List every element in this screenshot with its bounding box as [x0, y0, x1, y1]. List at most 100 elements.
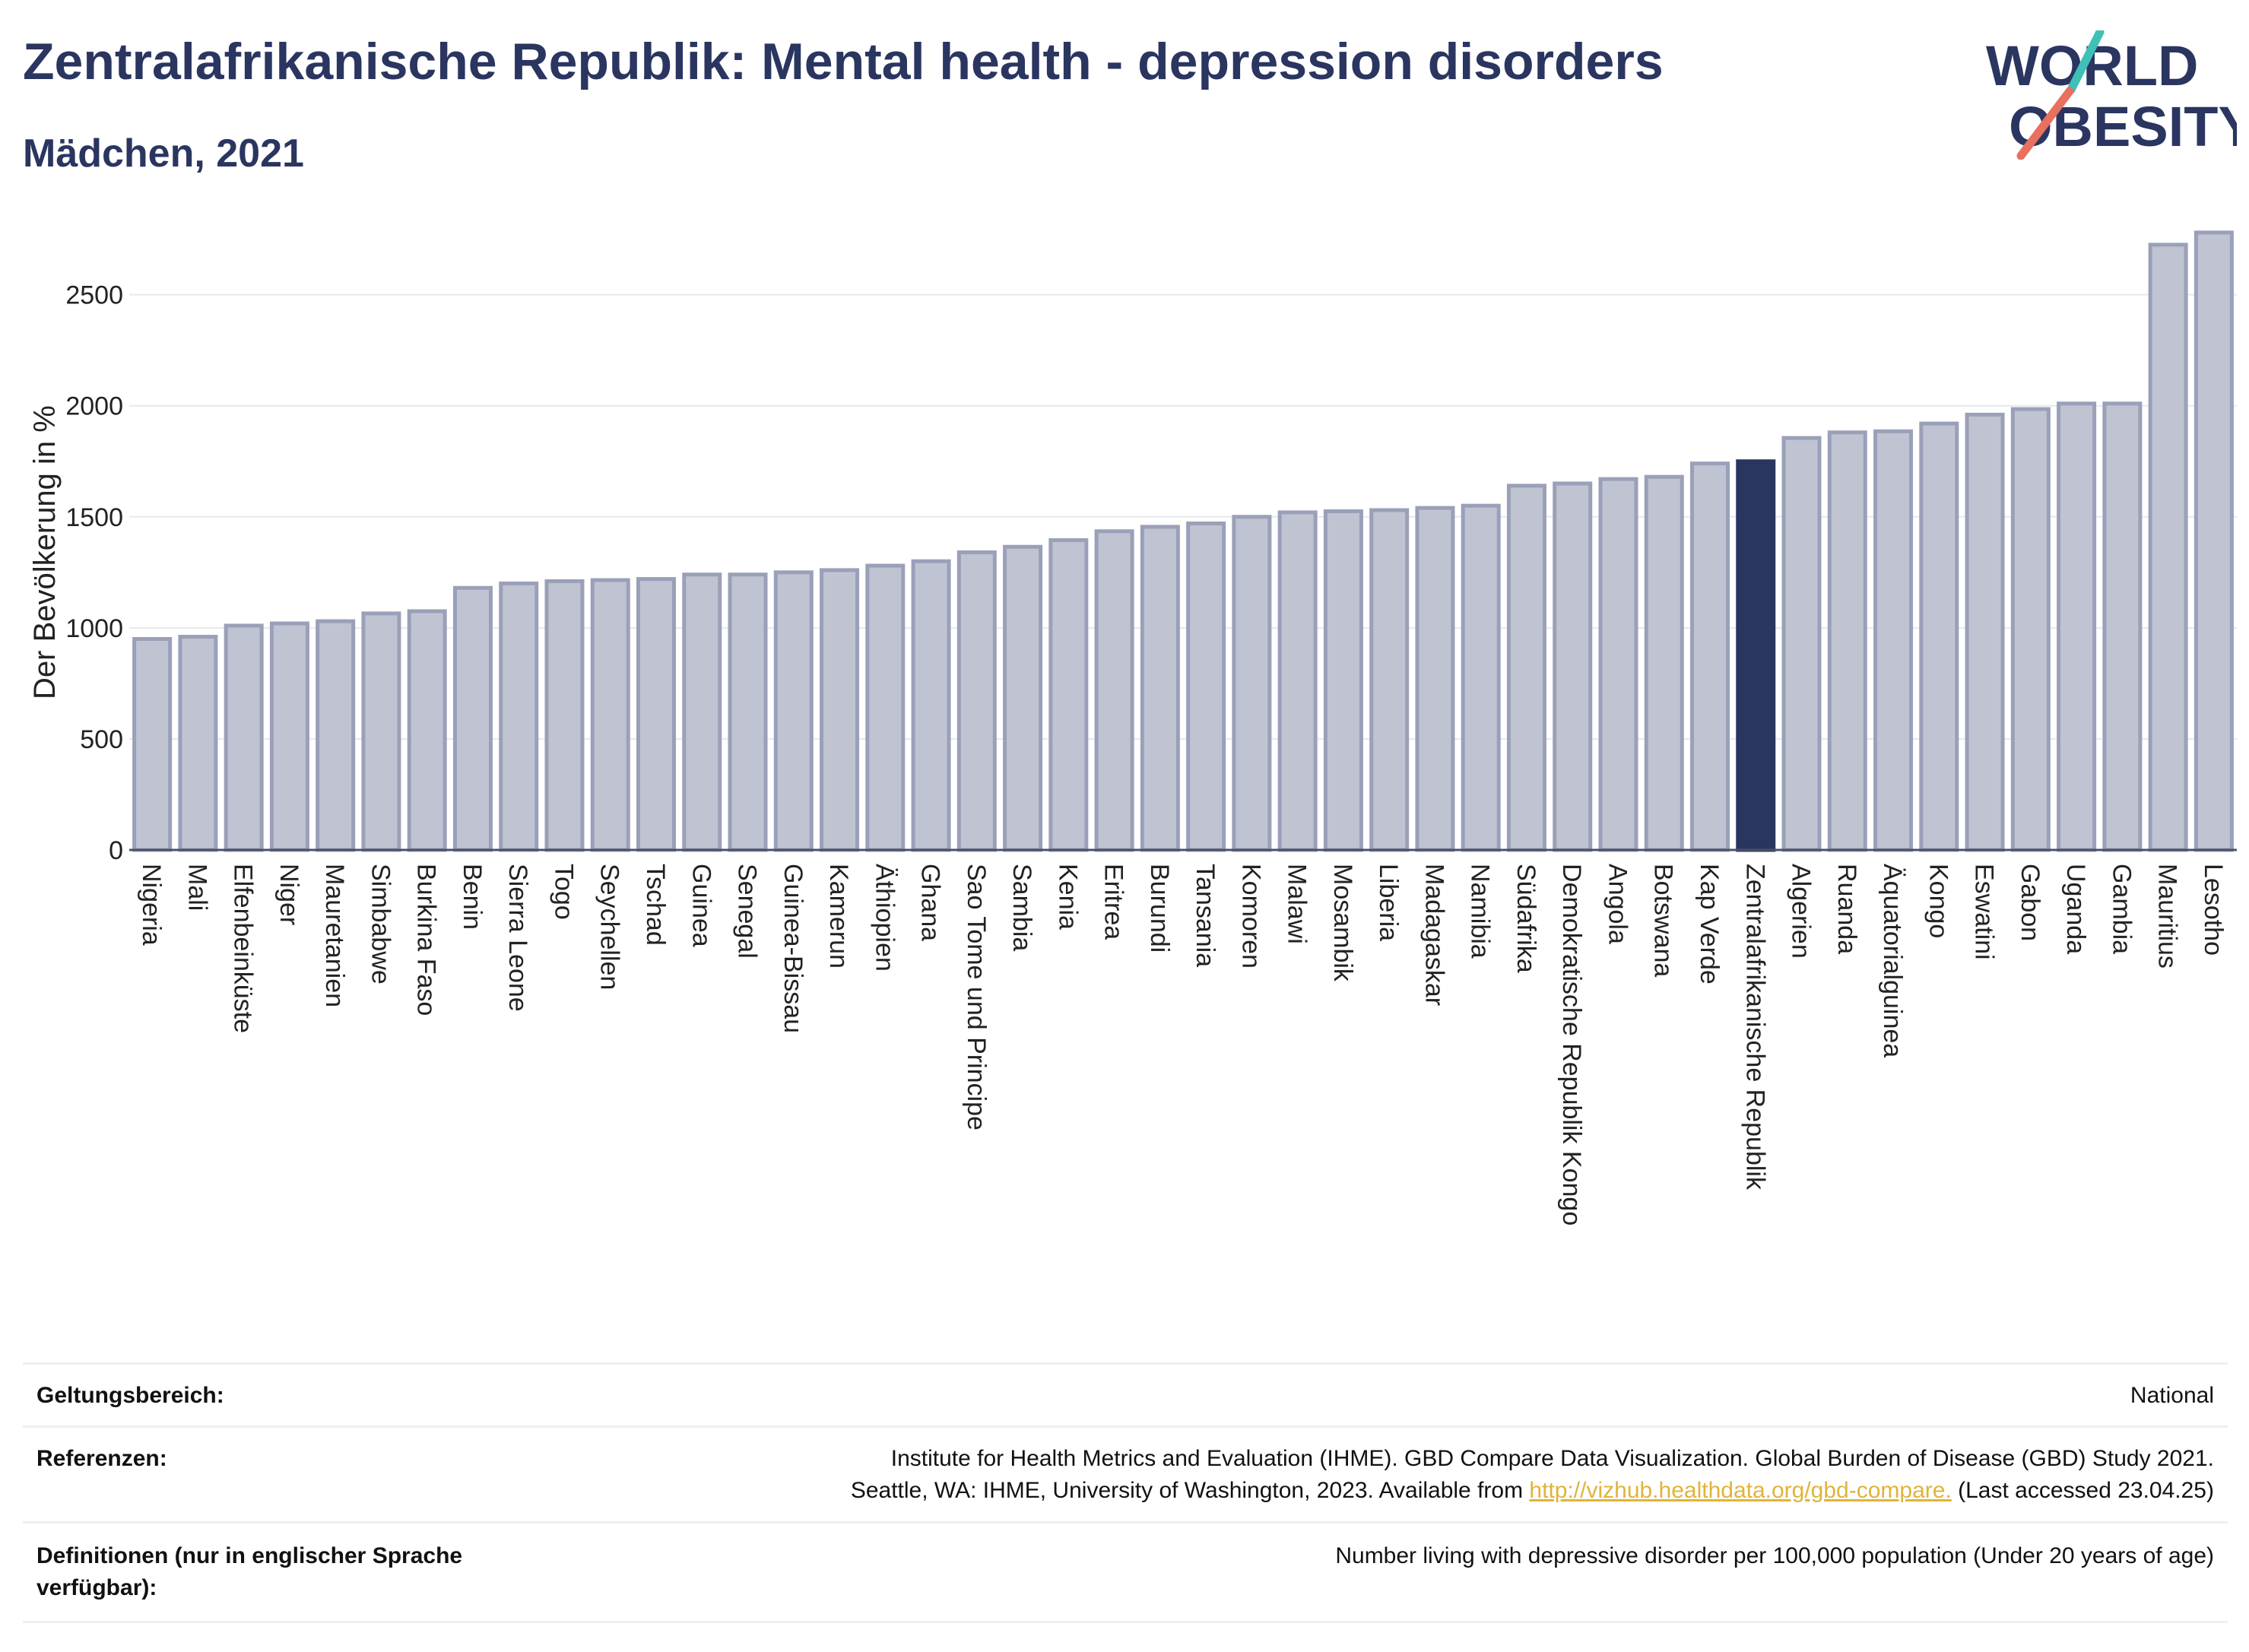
x-tick-label: Benin: [458, 864, 487, 930]
bar-lesotho: [2193, 230, 2234, 852]
references-line2-pre: Seattle, WA: IHME, University of Washing…: [850, 1478, 1530, 1503]
bar-tansania: [1186, 522, 1226, 852]
x-tick-label: Malawi: [1283, 864, 1312, 944]
bars: [132, 230, 2234, 852]
bar-chart: 0 500 1000 1500 2000 2500 Nigeria Mali Elfenbei…: [28, 230, 2237, 1226]
x-tick-label: Guinea: [687, 864, 715, 947]
bar-kamerun: [820, 568, 860, 852]
bar-gabon: [2010, 407, 2051, 852]
bar-simbabwe: [361, 611, 401, 852]
x-tick-label: Madagaskar: [1420, 864, 1448, 1006]
bar-mauritius: [2148, 243, 2188, 852]
bar-uganda: [2057, 401, 2097, 852]
scope-row: Geltungsbereich: National: [23, 1362, 2228, 1425]
bar-namibia: [1461, 503, 1501, 852]
logo-slash-coral: [2016, 87, 2074, 160]
y-tick-label: 1000: [65, 614, 123, 643]
x-tick-label: Zentralafrikanische Republik: [1740, 864, 1769, 1191]
bar-äthiopien: [865, 563, 906, 852]
bar-ruanda: [1827, 430, 1867, 852]
x-tick-label: Sao Tome und Principe: [962, 864, 991, 1130]
y-tick-label: 500: [80, 725, 123, 754]
x-tick-label: Eritrea: [1099, 864, 1128, 940]
x-tick-label: Äquatorialguinea: [1878, 864, 1907, 1057]
x-tick-label: Ghana: [916, 864, 945, 941]
x-tick-label: Ruanda: [1832, 864, 1861, 954]
references-line1: Institute for Health Metrics and Evaluat…: [890, 1446, 2214, 1471]
x-tick-label: Togo: [549, 864, 578, 920]
y-tick-label: 0: [109, 836, 123, 865]
x-tick-label: Kamerun: [824, 864, 853, 969]
bar-senegal: [728, 572, 768, 852]
x-tick-label: Mosambik: [1328, 864, 1357, 982]
scope-value: National: [2130, 1383, 2214, 1408]
bar-kap-verde: [1689, 461, 1730, 852]
definitions-row: Definitionen (nur in englischer Sprache …: [23, 1521, 2228, 1623]
bar-algerien: [1781, 436, 1822, 852]
x-tick-label: Nigeria: [137, 864, 166, 946]
x-tick-label: Kongo: [1924, 864, 1952, 938]
references-value: Institute for Health Metrics and Evaluat…: [851, 1443, 2214, 1507]
bar-sierra-leone: [499, 581, 539, 852]
bar-tschad: [636, 577, 677, 852]
x-tick-label: Eswatini: [1970, 864, 1999, 960]
bar-kongo: [1919, 421, 1959, 852]
y-tick-label: 1500: [65, 503, 123, 532]
bar-eritrea: [1094, 529, 1134, 852]
x-tick-label: Burkina Faso: [412, 864, 441, 1016]
bar-eswatini: [1965, 412, 2005, 852]
y-tick-labels: 0 500 1000 1500 2000 2500: [65, 281, 123, 865]
x-tick-label: Lesotho: [2199, 864, 2228, 956]
bar-mosambik: [1323, 509, 1363, 852]
bar-niger: [269, 621, 309, 852]
bar-kenia: [1048, 537, 1089, 852]
x-tick-label: Liberia: [1374, 864, 1403, 941]
bar-sao-tome-und-principe: [956, 550, 997, 852]
x-tick-label: Guinea-Bissau: [779, 864, 807, 1033]
bar-mauretanien: [316, 619, 356, 852]
x-tick-label: Simbabwe: [366, 864, 395, 985]
x-tick-label: Namibia: [1466, 864, 1495, 959]
logo-slash-teal: [2067, 30, 2105, 94]
bar-guinea: [682, 572, 722, 852]
bar-burkina-faso: [407, 609, 447, 852]
x-tick-label: Äthiopien: [870, 864, 899, 972]
bar-sambia: [1003, 544, 1043, 852]
bar-botswana: [1644, 474, 1684, 852]
bar-malawi: [1277, 510, 1318, 852]
references-label: Referenzen:: [36, 1446, 167, 1471]
x-tick-label: Sierra Leone: [503, 864, 532, 1012]
bar-äquatorialguinea: [1873, 429, 1914, 852]
bar-demokratische-republik-kongo: [1553, 481, 1593, 852]
page-title: Zentralafrikanische Republik: Mental hea…: [23, 33, 1664, 90]
bar-mali: [178, 635, 218, 852]
x-tick-label: Angola: [1603, 864, 1632, 944]
y-axis-title: Der Bevölkerung in %: [28, 405, 62, 699]
x-tick-label: Seychellen: [595, 864, 624, 990]
world-obesity-logo: WORLD OBESITY: [1986, 30, 2237, 160]
scope-label: Geltungsbereich:: [36, 1383, 224, 1408]
bar-madagaskar: [1415, 506, 1455, 852]
x-tick-label: Kenia: [1053, 864, 1082, 930]
x-tick-label: Uganda: [2061, 864, 2090, 954]
metadata-table: Geltungsbereich: National Referenzen: In…: [23, 1362, 2228, 1623]
bar-liberia: [1369, 508, 1410, 852]
definitions-label: Definitionen (nur in englischer Sprache …: [36, 1540, 462, 1604]
x-tick-label: Senegal: [733, 864, 762, 959]
bar-südafrika: [1506, 484, 1546, 852]
x-tick-label: Demokratische Republik Kongo: [1557, 864, 1586, 1226]
x-tick-label: Niger: [274, 864, 303, 925]
references-line2-post: (Last accessed 23.04.25): [1951, 1478, 2214, 1503]
x-tick-label: Mali: [182, 864, 211, 911]
definitions-label-line2: verfügbar):: [36, 1575, 157, 1600]
x-tick-label: Algerien: [1787, 864, 1816, 959]
bar-nigeria: [132, 636, 173, 852]
y-tick-label: 2000: [65, 392, 123, 421]
references-link[interactable]: http://vizhub.healthdata.org/gbd-compare…: [1529, 1478, 1952, 1503]
references-row: Referenzen: Institute for Health Metrics…: [23, 1425, 2228, 1521]
bar-seychellen: [590, 578, 630, 852]
bar-angola: [1598, 477, 1638, 852]
bar-guinea-bissau: [773, 570, 814, 852]
bar-benin: [452, 585, 493, 852]
x-tick-label: Gambia: [2107, 864, 2136, 954]
